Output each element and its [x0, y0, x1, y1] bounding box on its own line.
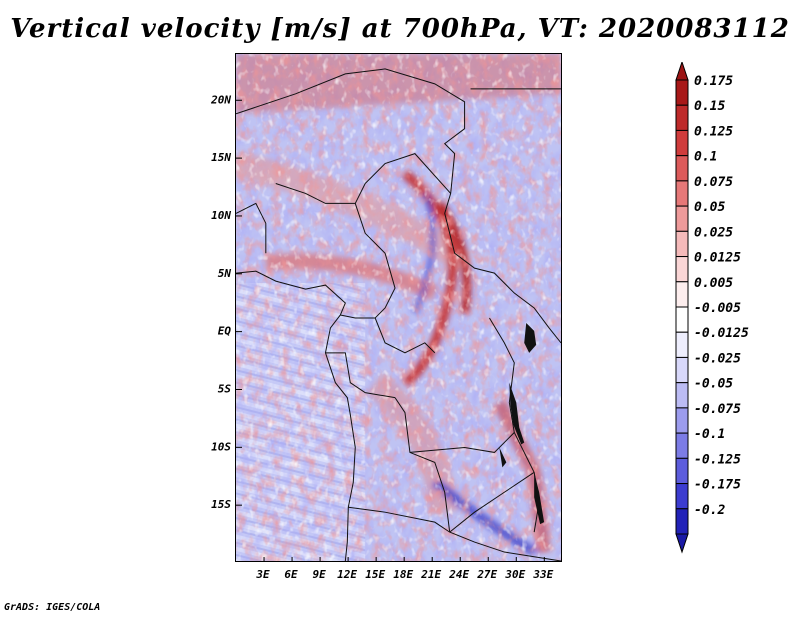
colorbar-label: 0.025 [694, 225, 733, 240]
colorbar-label: 0.005 [694, 276, 733, 291]
colorbar-swatch [675, 129, 689, 157]
noise-white-layer [236, 54, 561, 561]
colorbar-label: 0.175 [694, 74, 733, 89]
axes-overlay [236, 99, 545, 561]
colorbar: 0.175 0.15 0.125 0.1 0.075 0.05 0.025 0.0125 0.0… [675, 62, 749, 554]
colorbar-swatch [675, 104, 689, 131]
colorbar-swatch [675, 256, 689, 283]
colorbar-swatch [675, 180, 689, 207]
lon-tick-label: 24E [448, 568, 469, 581]
colorbar-swatch [675, 407, 689, 434]
map-panel [235, 53, 562, 562]
lat-tick-label: 10S [211, 440, 231, 453]
latitude-axis: 20N 15N 10N 5N EQ 5S 10S 15S [210, 93, 232, 511]
lon-tick-label: 12E [337, 568, 357, 581]
colorbar-label: -0.2 [694, 503, 725, 518]
colorbar-label: -0.0125 [694, 326, 749, 341]
colorbar-swatch [675, 483, 689, 510]
lat-tick-label: 15S [211, 498, 231, 511]
lon-tick-label: 9E [312, 568, 326, 581]
lon-tick-label: 3E [255, 568, 270, 581]
colorbar-swatch [675, 508, 689, 535]
colorbar-swatch [675, 281, 689, 308]
colorbar-swatch [675, 432, 689, 459]
colorbar-label: 0.075 [694, 175, 733, 190]
lon-tick-label: 18E [393, 568, 413, 581]
lat-tick-label: 10N [211, 209, 231, 222]
lon-tick-label: 6E [284, 568, 298, 581]
lakes [499, 322, 545, 525]
colorbar-label: 0.15 [694, 99, 725, 114]
colorbar-swatch [675, 382, 689, 409]
lat-tick-label: 5N [218, 267, 232, 280]
chart-title: Vertical velocity [m/s] at 700hPa, VT: 2… [10, 14, 790, 44]
colorbar-swatch [675, 457, 689, 485]
colorbar-label: 0.125 [694, 124, 733, 139]
lat-tick-label: 5S [218, 382, 232, 395]
colorbar-label: -0.125 [694, 452, 741, 467]
colorbar-label: -0.175 [694, 478, 741, 493]
lon-tick-label: 30E [504, 568, 525, 581]
colorbar-swatch [675, 79, 689, 106]
lon-tick-label: 33E [532, 568, 553, 581]
lon-tick-label: 21E [420, 568, 441, 581]
colorbar-label: 0.1 [694, 150, 717, 165]
colorbar-bottom-arrow [675, 533, 689, 554]
colorbar-label: -0.075 [694, 402, 741, 417]
lat-tick-label: 15N [211, 151, 231, 164]
lat-tick-label: EQ [218, 325, 232, 338]
tick-marks [236, 99, 545, 561]
colorbar-swatch [675, 230, 689, 258]
colorbar-swatch [675, 205, 689, 232]
colorbar-label: -0.025 [694, 351, 741, 366]
colorbar-swatch [675, 155, 689, 182]
vertical-velocity-field [236, 54, 561, 561]
colorbar-swatch [675, 306, 689, 333]
colorbar-swatch [675, 331, 689, 358]
colorbar-label: -0.005 [694, 301, 741, 316]
colorbar-label: 0.0125 [694, 251, 741, 266]
lon-tick-label: 15E [365, 568, 385, 581]
colorbar-label: -0.05 [694, 377, 733, 392]
colorbar-top-arrow [675, 62, 689, 81]
lon-tick-label: 27E [476, 568, 497, 581]
lat-tick-label: 20N [210, 93, 231, 106]
grads-credit: GrADS: IGES/COLA [4, 602, 101, 613]
colorbar-label: 0.05 [694, 200, 725, 215]
colorbar-swatch [675, 356, 689, 384]
colorbar-label: -0.1 [694, 427, 725, 442]
